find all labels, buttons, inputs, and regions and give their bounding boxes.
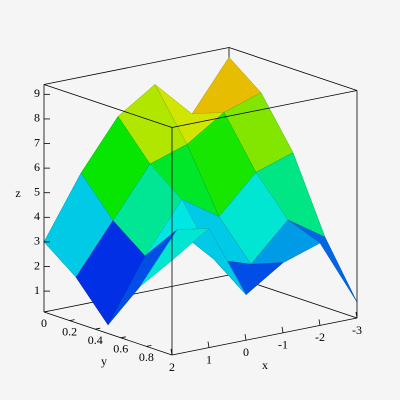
- z-tick-label: 1: [34, 283, 40, 297]
- z-tick-label: 9: [34, 86, 40, 100]
- x-tick: [207, 341, 210, 348]
- x-tick-label: -2: [315, 330, 325, 344]
- y-tick-label: 0: [41, 316, 47, 330]
- box-edge: [43, 274, 230, 313]
- x-tick-label: 0: [243, 345, 249, 359]
- x-tick: [244, 334, 247, 341]
- box-edge: [43, 47, 230, 85]
- z-tick-label: 3: [34, 234, 40, 248]
- z-tick-label: 4: [34, 209, 40, 223]
- x-tick: [170, 348, 173, 356]
- box-edge: [171, 317, 358, 356]
- x-tick: [281, 326, 284, 333]
- y-tick-label: 0.8: [139, 350, 154, 364]
- y-tick-label: 0.6: [113, 342, 128, 356]
- z-tick-label: 8: [34, 111, 40, 125]
- x-axis-label: x: [262, 358, 268, 372]
- x-tick-label: 2: [169, 360, 175, 374]
- y-tick: [120, 336, 126, 339]
- z-tick-label: 6: [34, 160, 40, 174]
- z-axis-label: z: [15, 186, 20, 200]
- box-edge: [43, 84, 173, 128]
- y-axis-label: y: [101, 354, 107, 368]
- z-tick-label: 5: [34, 184, 40, 198]
- y-tick-label: 0.4: [88, 333, 103, 347]
- box-edge: [171, 90, 358, 128]
- y-tick: [95, 327, 101, 330]
- x-tick-label: -1: [278, 338, 288, 352]
- x-tick-label: 1: [206, 352, 212, 366]
- surface-patch: [139, 228, 210, 287]
- z-tick-label: 7: [34, 135, 40, 149]
- x-tick-label: -3: [352, 323, 362, 337]
- y-tick: [43, 310, 50, 313]
- x-tick: [318, 319, 321, 326]
- box-edge: [228, 47, 358, 91]
- x-tick: [355, 311, 358, 319]
- y-tick: [146, 345, 152, 347]
- box-edge: [43, 311, 173, 356]
- y-tick-label: 0.2: [62, 324, 77, 338]
- y-tick: [69, 319, 75, 321]
- z-tick-label: 2: [34, 258, 40, 272]
